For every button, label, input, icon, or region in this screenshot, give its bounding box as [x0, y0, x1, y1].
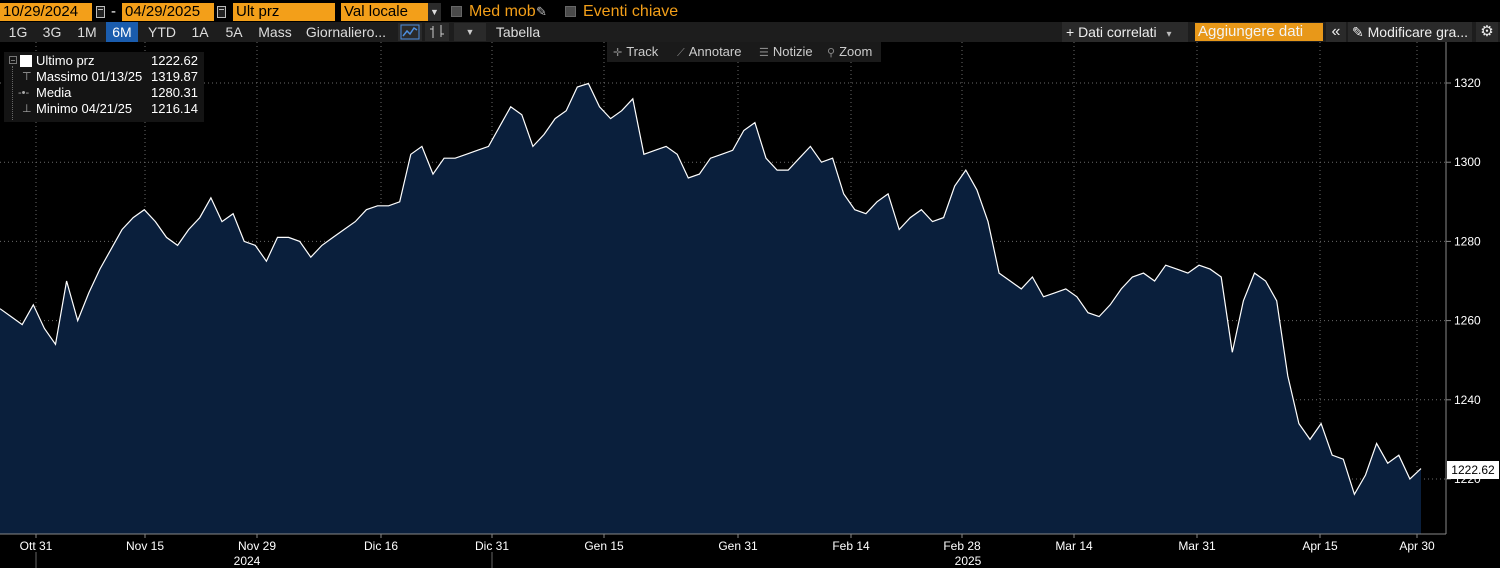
legend-last-value: 1222.62	[151, 53, 198, 68]
price-line	[0, 82, 1422, 496]
gear-icon[interactable]: ⚙	[1476, 22, 1498, 42]
legend-avg-value: 1280.31	[151, 85, 198, 100]
bar-chart-icon[interactable]	[425, 23, 449, 41]
calendar-icon[interactable]	[217, 6, 226, 18]
periodicity-select[interactable]: Giornaliero...	[305, 24, 387, 40]
legend-high-label: Massimo 01/13/25	[36, 69, 143, 84]
field-select[interactable]: Ult prz	[233, 3, 335, 21]
legend-row-low[interactable]: ⊥ Minimo 04/21/25 1216.14	[4, 101, 204, 117]
range-mass[interactable]: Mass	[258, 24, 292, 40]
y-tick-label: 1320	[1454, 76, 1481, 90]
x-tick-label: Nov 15	[126, 539, 164, 553]
range-3g[interactable]: 3G	[42, 24, 62, 40]
range-toolbar: 1G 3G 1M 6M YTD 1A 5A Mass Giornaliero..…	[0, 22, 1500, 42]
y-tick-label: 1300	[1454, 155, 1481, 169]
low-marker-icon: ⊥	[22, 103, 32, 115]
y-tick-label: 1260	[1454, 314, 1481, 328]
legend-row-avg[interactable]: -•- Media 1280.31	[4, 85, 204, 101]
chevron-down-icon[interactable]: ▼	[428, 3, 441, 21]
magnifier-icon: ⚲	[827, 47, 836, 59]
x-axis: Ott 31 Nov 15 Nov 29 Dic 16 Dic 31 Gen 15 Gen …	[0, 533, 1446, 568]
series-color-swatch	[20, 55, 32, 67]
currency-select[interactable]: Val locale	[341, 3, 429, 21]
track-label: Track	[626, 44, 659, 59]
table-button[interactable]: Tabella	[495, 24, 541, 40]
chevron-down-icon[interactable]: ▼	[454, 23, 486, 41]
chart-tools: ✛ Track ⟋ Annotare ☰ Notizie ⚲ Zoom	[607, 42, 881, 62]
y-tick-label: 1240	[1454, 393, 1481, 407]
chart-legend: Ultimo prz 1222.62 ⊤ Massimo 01/13/25 13…	[4, 52, 204, 122]
end-date-field[interactable]: 04/29/2025	[122, 3, 214, 21]
range-1m[interactable]: 1M	[77, 24, 97, 40]
collapse-box-icon[interactable]	[9, 56, 17, 64]
average-marker-icon: -•-	[18, 87, 30, 99]
x-tick-label: Apr 15	[1302, 539, 1338, 553]
draw-icon: ⟋	[677, 47, 685, 59]
top-bar: 10/29/2024 - 04/29/2025 Ult prz Val loca…	[0, 0, 1500, 22]
line-chart-icon[interactable]	[398, 23, 422, 41]
annotate-tool[interactable]: ⟋ Annotare	[677, 42, 741, 62]
legend-low-value: 1216.14	[151, 101, 198, 116]
x-tick-label: Gen 15	[584, 539, 624, 553]
x-tick-label: Gen 31	[718, 539, 758, 553]
last-price-tag: 1222.62	[1447, 461, 1499, 479]
key-events-checkbox[interactable]	[565, 6, 576, 17]
legend-row-last[interactable]: Ultimo prz 1222.62	[4, 53, 204, 69]
news-icon: ☰	[759, 47, 769, 59]
x-tick-label: Nov 29	[238, 539, 276, 553]
price-area	[0, 83, 1421, 534]
x-tick-label: Feb 28	[943, 539, 981, 553]
add-data-input[interactable]: Aggiungere dati	[1195, 23, 1323, 41]
date-separator: -	[111, 3, 116, 20]
x-tick-label: Dic 31	[475, 539, 509, 553]
related-data-button[interactable]: + Dati correlati ▾	[1062, 22, 1188, 42]
range-1g[interactable]: 1G	[8, 24, 28, 40]
moving-avg-label[interactable]: Med mob	[469, 3, 536, 20]
range-ytd[interactable]: YTD	[148, 24, 176, 40]
chevron-down-icon: ▾	[1166, 29, 1172, 40]
legend-low-label: Minimo 04/21/25	[36, 101, 133, 116]
legend-high-value: 1319.87	[151, 69, 198, 84]
legend-row-high[interactable]: ⊤ Massimo 01/13/25 1319.87	[4, 69, 204, 85]
legend-avg-label: Media	[36, 85, 72, 100]
pencil-icon[interactable]: ✎	[536, 4, 547, 19]
legend-last-label: Ultimo prz	[36, 53, 95, 68]
moving-avg-checkbox[interactable]	[451, 6, 462, 17]
annotate-label: Annotare	[688, 44, 742, 59]
collapse-icon[interactable]: «	[1326, 22, 1346, 42]
year-label: 2025	[955, 554, 982, 568]
range-6m[interactable]: 6M	[106, 22, 138, 42]
x-tick-label: Dic 16	[364, 539, 398, 553]
edit-chart-button[interactable]: ✎ Modificare gra...	[1348, 22, 1472, 42]
related-data-label: + Dati correlati	[1066, 24, 1157, 40]
x-tick-label: Mar 31	[1178, 539, 1216, 553]
x-tick-label: Mar 14	[1055, 539, 1093, 553]
news-tool[interactable]: ☰ Notizie	[759, 42, 813, 62]
zoom-tool[interactable]: ⚲ Zoom	[827, 42, 872, 62]
year-label: 2024	[234, 554, 261, 568]
key-events-label[interactable]: Eventi chiave	[583, 3, 679, 20]
range-1a[interactable]: 1A	[191, 24, 209, 40]
x-tick-label: Apr 30	[1399, 539, 1435, 553]
x-tick-label: Ott 31	[20, 539, 53, 553]
high-marker-icon: ⊤	[22, 71, 32, 83]
x-tick-label: Feb 14	[832, 539, 870, 553]
range-5a[interactable]: 5A	[225, 24, 243, 40]
legend-tree-line	[12, 66, 13, 120]
news-label: Notizie	[772, 44, 813, 59]
crosshair-icon: ✛	[613, 47, 623, 59]
y-tick-label: 1280	[1454, 234, 1481, 248]
calendar-icon[interactable]	[96, 6, 105, 18]
zoom-label: Zoom	[839, 44, 873, 59]
start-date-field[interactable]: 10/29/2024	[0, 3, 92, 21]
track-tool[interactable]: ✛ Track	[613, 42, 658, 62]
